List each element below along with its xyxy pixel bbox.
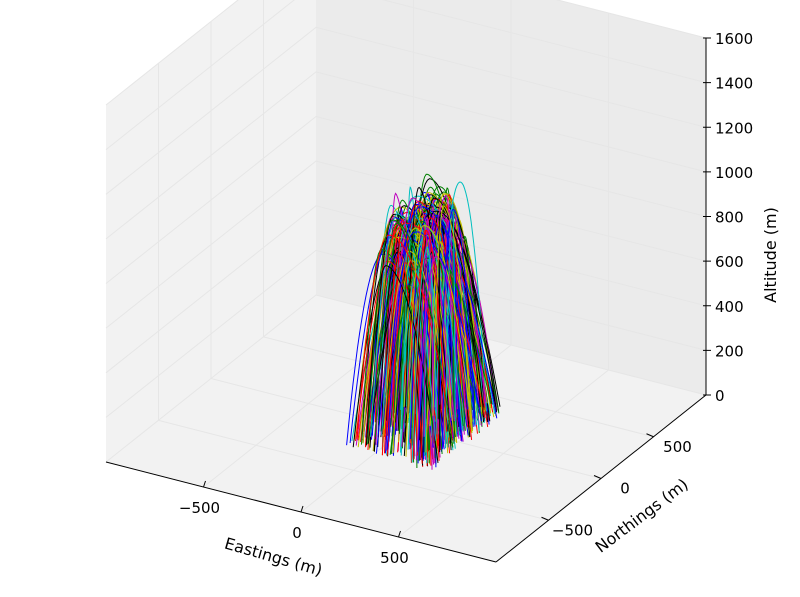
y-tick xyxy=(541,516,549,521)
trajectory-line xyxy=(418,255,468,425)
trajectory-line xyxy=(438,216,441,453)
trajectory-line xyxy=(346,253,434,448)
x-tick xyxy=(300,505,304,513)
z-tick-label: 200 xyxy=(715,342,744,360)
grid-line-z xyxy=(105,294,707,463)
trajectory-line xyxy=(439,208,476,427)
trajectory-line xyxy=(414,229,448,432)
grid-line-z xyxy=(105,115,707,284)
grid-line-z xyxy=(105,205,707,374)
y-tick xyxy=(646,433,654,438)
trajectory-line xyxy=(432,205,473,432)
z-tick-label: 600 xyxy=(715,253,744,271)
grid-line-z xyxy=(105,249,707,418)
trajectory-line xyxy=(407,227,463,450)
z-tick-label: 800 xyxy=(715,209,744,227)
x-tick-label: −500 xyxy=(179,499,220,517)
z-tick-label: 1400 xyxy=(715,75,753,93)
x-tick xyxy=(398,530,401,538)
z-tick-label: 0 xyxy=(715,387,725,405)
trajectory-line xyxy=(400,234,457,437)
x-tick xyxy=(203,480,206,488)
grid-line-z xyxy=(105,0,707,106)
trajectory-line xyxy=(389,197,455,422)
grid-line-z xyxy=(105,0,707,150)
trajectory-line xyxy=(403,191,488,408)
z-tick-label: 1000 xyxy=(715,164,753,182)
y-tick-label: 500 xyxy=(663,438,692,456)
trajectory-line xyxy=(413,217,469,441)
trajectory-series xyxy=(346,173,501,470)
trajectory-line xyxy=(411,246,438,463)
y-tick-label: 0 xyxy=(620,480,630,498)
z-tick-label: 400 xyxy=(715,298,744,316)
trajectory-line xyxy=(367,219,454,448)
trajectory-line xyxy=(429,193,483,427)
trajectory-line xyxy=(356,234,453,439)
tick-labels: −500 0 500 −500 0 500 0 200 400 600 800 1000 1200 140… xyxy=(179,30,753,567)
trajectory-line xyxy=(355,222,486,442)
grid-line-z xyxy=(105,71,707,240)
grid-line-z xyxy=(105,160,707,329)
z-tick-label: 1600 xyxy=(715,30,753,48)
z-axis-label: Altitude (m) xyxy=(761,207,780,303)
y-tick xyxy=(593,475,602,479)
y-tick-label: −500 xyxy=(552,521,593,539)
x-tick-label: 500 xyxy=(380,549,409,567)
x-tick-label: 0 xyxy=(292,524,302,542)
x-axis-label: Eastings (m) xyxy=(222,534,324,580)
grid-line-z xyxy=(105,26,707,195)
z-tick-label: 1200 xyxy=(715,119,753,137)
y-axis-label: Northings (m) xyxy=(592,475,692,557)
trajectory-line xyxy=(418,214,468,410)
tick-marks xyxy=(203,37,711,538)
